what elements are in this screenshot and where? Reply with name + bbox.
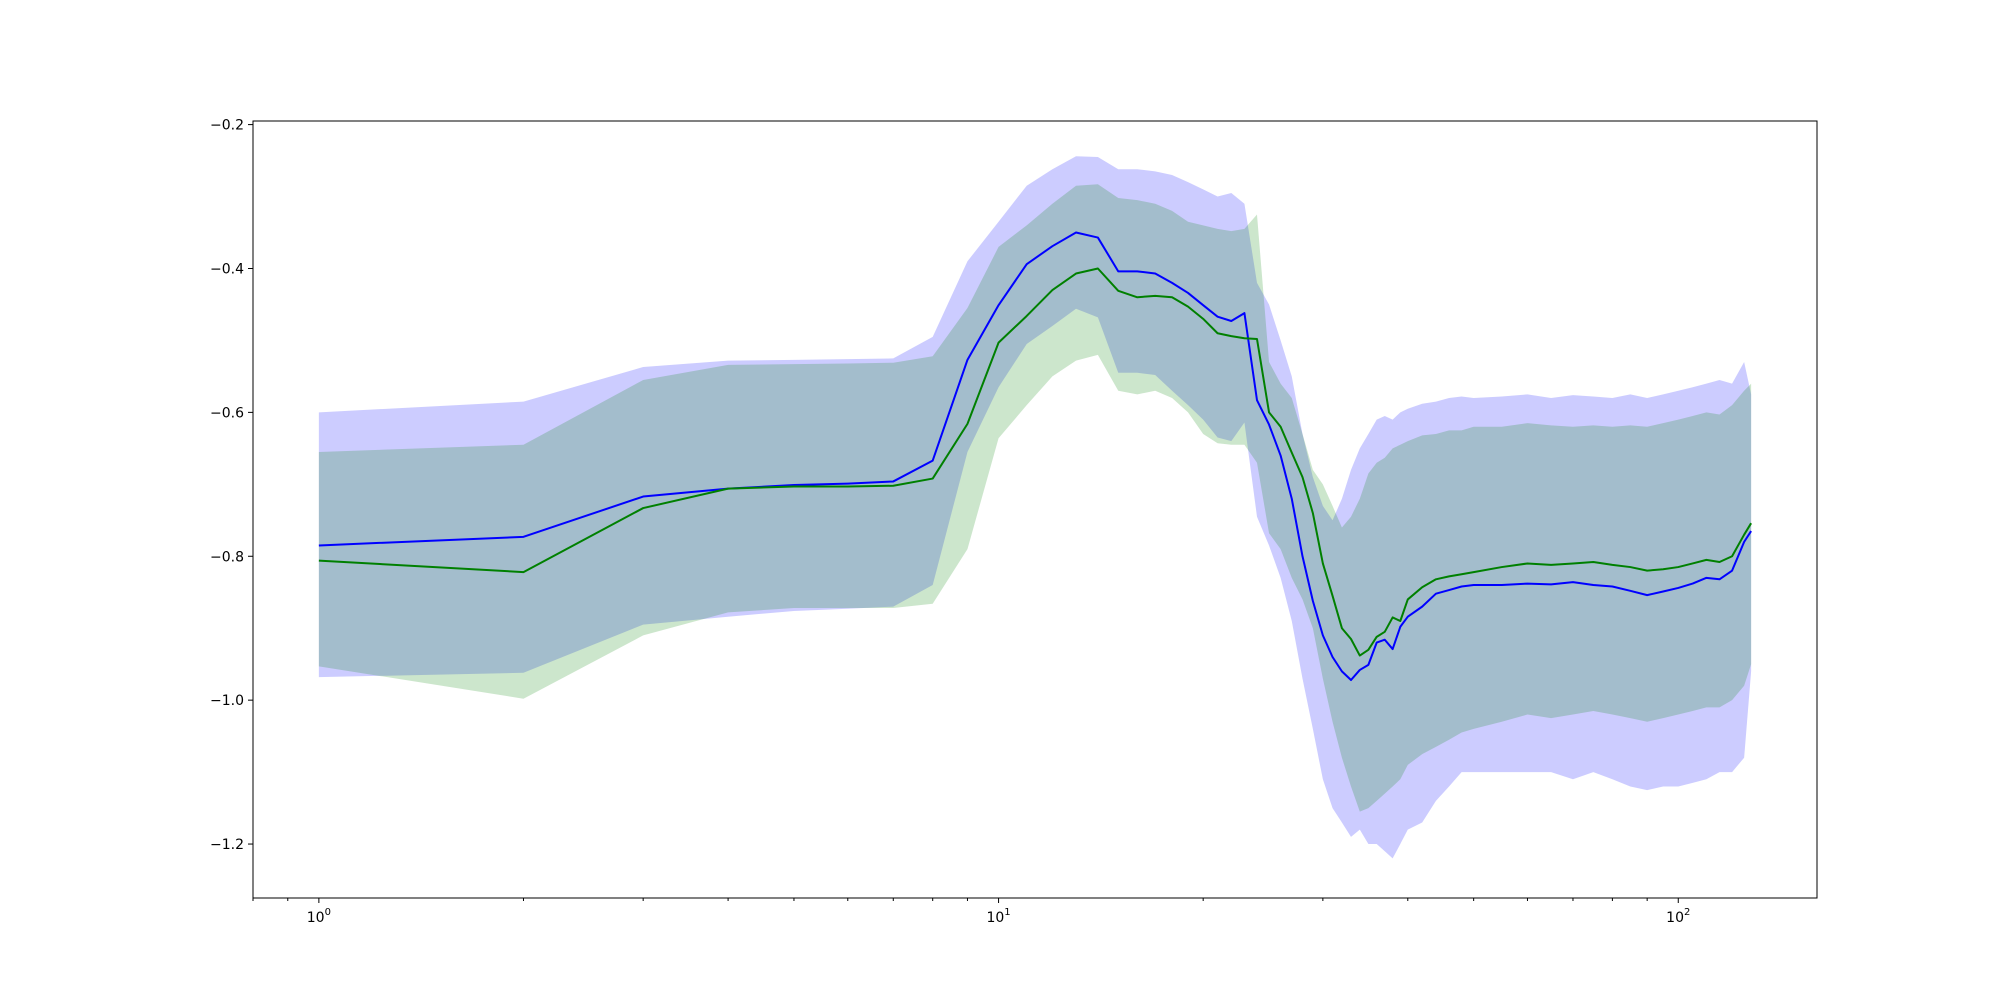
x-axis: 100 101 102 [252,898,1690,926]
axes-frame [252,120,1818,899]
y-tick-label: −0.8 [210,549,244,565]
y-tick-label: −1.0 [210,693,244,709]
x-tick-label: 101 [986,907,1010,926]
y-tick-label: −0.4 [210,261,244,277]
series-2-line [318,267,1752,657]
series-2-band [318,184,1752,812]
series-1-line [318,231,1752,682]
plot-area [318,156,1752,859]
y-tick-label: −0.6 [210,405,244,421]
x-tick-label: 102 [1666,907,1690,926]
y-tick-label: −0.2 [210,118,244,134]
y-tick-label: −1.2 [210,837,244,853]
series-1-band [318,156,1752,859]
x-tick-label: 100 [307,907,331,926]
y-axis: −0.2 −0.4 −0.6 −0.8 −1.0 −1.2 [210,118,253,853]
